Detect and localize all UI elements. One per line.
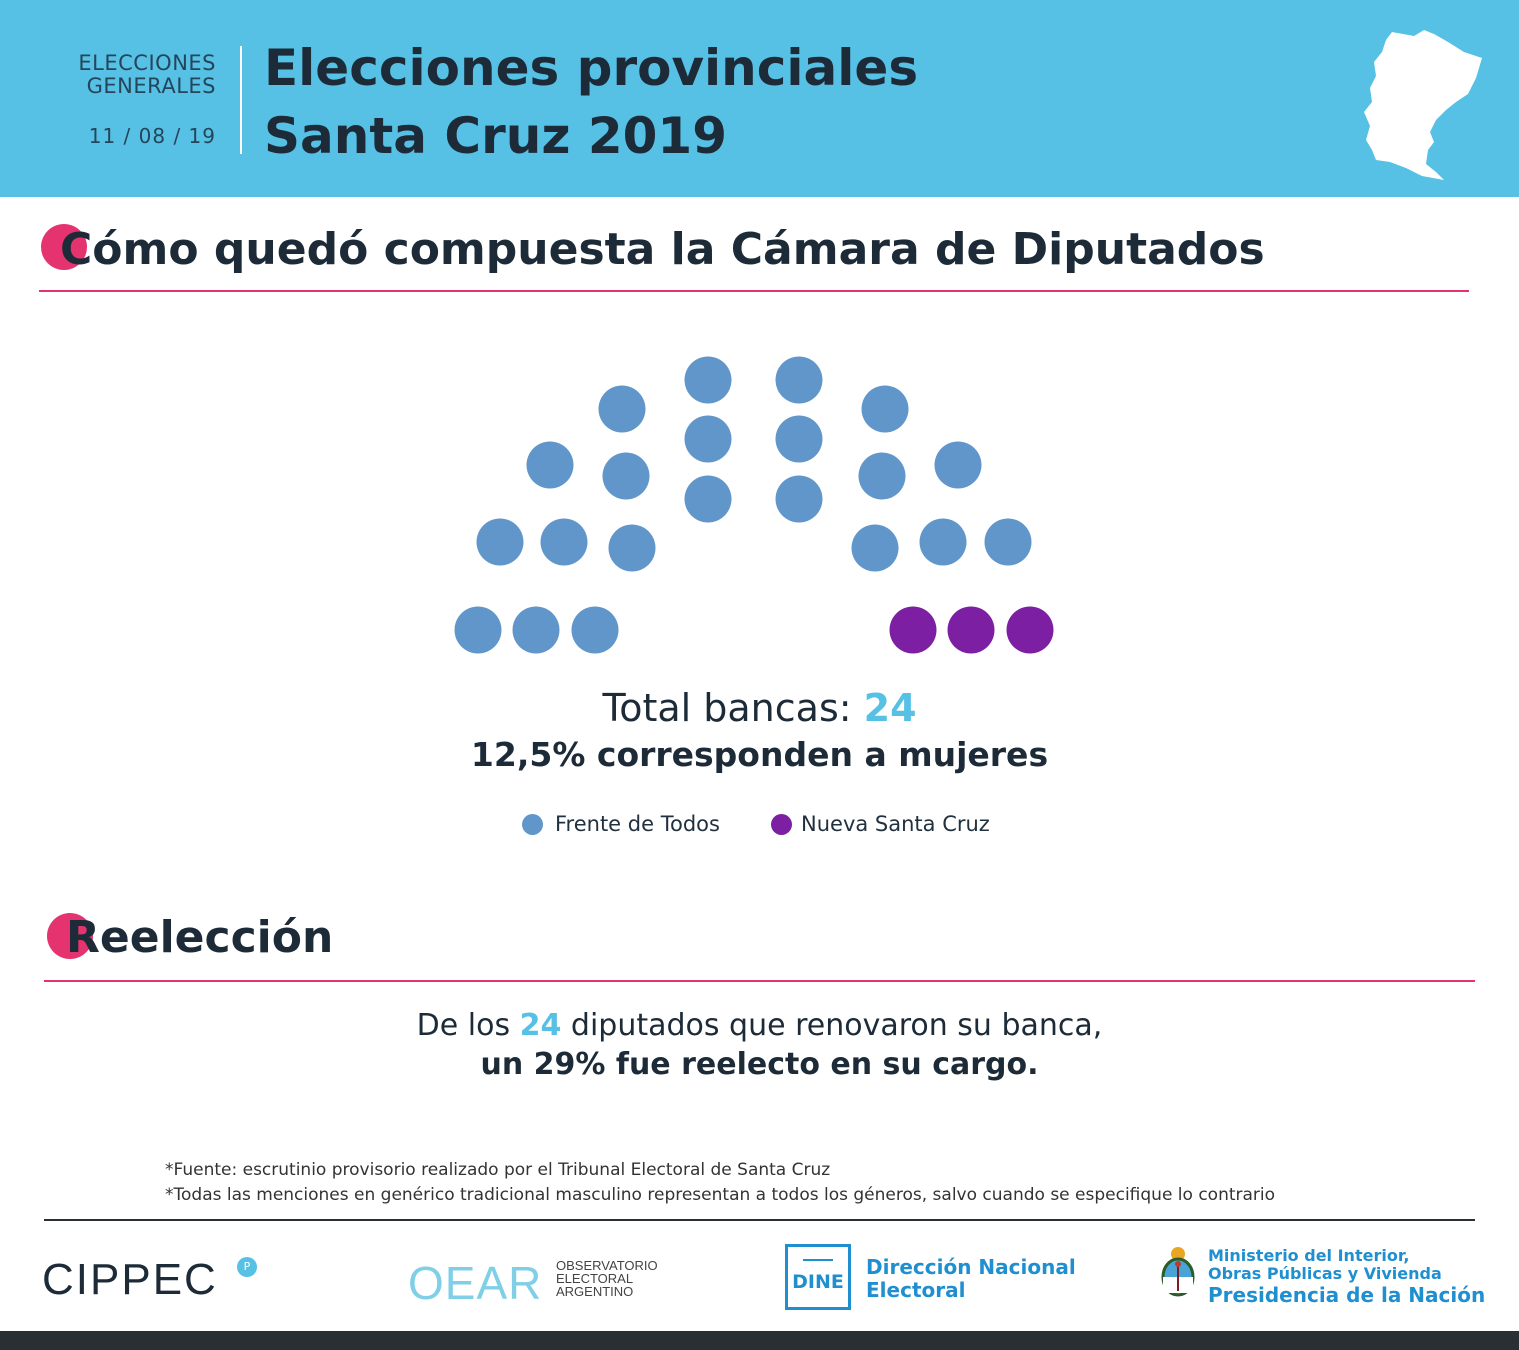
page-title-line2: Santa Cruz 2019 bbox=[264, 107, 728, 165]
section1-rule bbox=[39, 290, 1469, 292]
presidencia-name: Presidencia de la Nación bbox=[1208, 1283, 1486, 1307]
elecciones-label-line2: GENERALES bbox=[86, 74, 216, 98]
seat-11 bbox=[684, 415, 732, 463]
reelection-text-after: diputados que renovaron su banca, bbox=[561, 1008, 1103, 1043]
footer-divider bbox=[44, 1219, 1475, 1221]
seat-5 bbox=[540, 518, 588, 566]
dine-name: Dirección Nacional Electoral bbox=[866, 1256, 1076, 1302]
reelection-line1: De los 24 diputados que renovaron su ban… bbox=[0, 1008, 1519, 1043]
parliament-chart bbox=[454, 356, 1054, 654]
seat-24 bbox=[1006, 606, 1054, 654]
elecciones-label-line1: ELECCIONES bbox=[78, 51, 216, 75]
election-date: 11 / 08 / 19 bbox=[88, 124, 216, 148]
seat-1 bbox=[454, 606, 502, 654]
cippec-logo: CIPPEC bbox=[42, 1255, 218, 1304]
total-seats-value: 24 bbox=[863, 686, 917, 730]
seat-8 bbox=[602, 452, 650, 500]
seat-16 bbox=[861, 385, 909, 433]
ministerio-name: Ministerio del Interior, Obras Públicas … bbox=[1208, 1247, 1442, 1283]
cippec-badge-icon: P bbox=[237, 1257, 257, 1277]
seat-18 bbox=[934, 441, 982, 489]
dine-name-line1: Dirección Nacional bbox=[866, 1255, 1076, 1279]
seat-14 bbox=[775, 415, 823, 463]
reelection-text-before: De los bbox=[416, 1008, 520, 1043]
section1-title: Cómo quedó compuesta la Cámara de Diputa… bbox=[60, 224, 1265, 275]
seat-3 bbox=[571, 606, 619, 654]
legend-dot-nueva-santa-cruz bbox=[771, 814, 792, 835]
seat-17 bbox=[858, 452, 906, 500]
legend-label-nueva-santa-cruz: Nueva Santa Cruz bbox=[801, 812, 990, 836]
oear-subtitle-line2: ELECTORAL bbox=[556, 1271, 634, 1286]
seat-7 bbox=[526, 441, 574, 489]
seat-22 bbox=[889, 606, 937, 654]
national-coat-of-arms-icon bbox=[1161, 1247, 1195, 1297]
source-note: *Fuente: escrutinio provisorio realizado… bbox=[165, 1160, 831, 1180]
dine-acronym: DINE bbox=[792, 1271, 844, 1293]
legend-dot-frente-de-todos bbox=[522, 814, 543, 835]
oear-subtitle-line1: OBSERVATORIO bbox=[556, 1258, 658, 1273]
seat-10 bbox=[684, 356, 732, 404]
page-title-line1: Elecciones provinciales bbox=[264, 39, 919, 97]
seat-4 bbox=[476, 518, 524, 566]
women-share: 12,5% corresponden a mujeres bbox=[470, 735, 1049, 774]
reelection-line2: un 29% fue reelecto en su cargo. bbox=[480, 1047, 1039, 1082]
legend-label-frente-de-todos: Frente de Todos bbox=[555, 812, 720, 836]
ministerio-name-line1: Ministerio del Interior, bbox=[1208, 1246, 1410, 1265]
seat-23 bbox=[947, 606, 995, 654]
seat-9 bbox=[598, 385, 646, 433]
seat-21 bbox=[984, 518, 1032, 566]
section2-title: Reelección bbox=[66, 912, 334, 963]
oear-logo: OEAR bbox=[408, 1257, 543, 1309]
header-divider bbox=[240, 46, 242, 154]
seat-2 bbox=[512, 606, 560, 654]
seat-20 bbox=[919, 518, 967, 566]
section2-rule bbox=[44, 980, 1475, 982]
dine-logo: DINE bbox=[785, 1244, 851, 1310]
seat-19 bbox=[851, 524, 899, 572]
gender-note: *Todas las menciones en genérico tradici… bbox=[165, 1185, 1276, 1205]
bottom-bar bbox=[0, 1331, 1519, 1350]
reelection-number: 24 bbox=[519, 1008, 562, 1043]
seat-15 bbox=[775, 475, 823, 523]
elecciones-label: ELECCIONES GENERALES bbox=[40, 52, 216, 98]
dine-name-line2: Electoral bbox=[866, 1278, 966, 1302]
total-seats-label: Total bancas: bbox=[602, 686, 864, 730]
seat-13 bbox=[775, 356, 823, 404]
section1-accent-dot bbox=[41, 224, 87, 270]
santa-cruz-map-icon bbox=[1364, 30, 1482, 180]
seat-6 bbox=[608, 524, 656, 572]
total-seats: Total bancas: 24 bbox=[0, 686, 1519, 730]
seat-12 bbox=[684, 475, 732, 523]
dine-logo-bar bbox=[803, 1259, 833, 1261]
header-banner: ELECCIONES GENERALES 11 / 08 / 19 Elecci… bbox=[0, 0, 1519, 197]
oear-subtitle: OBSERVATORIO ELECTORAL ARGENTINO bbox=[556, 1259, 658, 1298]
oear-subtitle-line3: ARGENTINO bbox=[556, 1284, 634, 1299]
section2-accent-dot bbox=[47, 913, 93, 959]
ministerio-name-line2: Obras Públicas y Vivienda bbox=[1208, 1264, 1442, 1283]
